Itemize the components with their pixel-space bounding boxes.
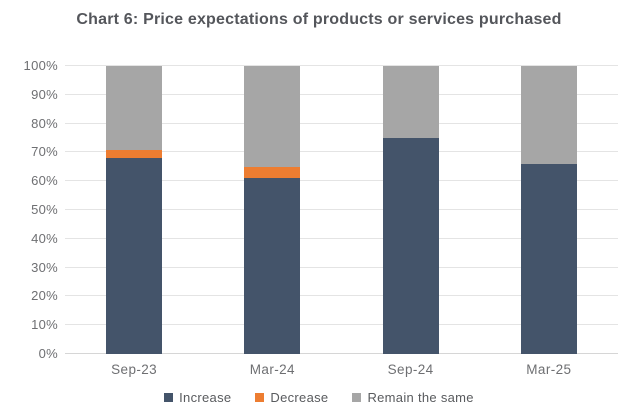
y-axis-tick-label: 80% — [31, 115, 58, 131]
bar-slot-mar-24 — [203, 66, 341, 354]
y-axis-tick-label: 50% — [31, 202, 58, 217]
stacked-bar-mar-25 — [520, 66, 577, 354]
gridline-10% — [65, 324, 618, 326]
stacked-bar-sep-23 — [106, 66, 163, 354]
legend-swatch-icon — [255, 393, 265, 402]
bar-slot-sep-24 — [342, 66, 480, 354]
gridline-40% — [65, 237, 618, 239]
segment-increase — [106, 158, 163, 354]
gridline-50% — [65, 209, 618, 210]
gridline-0% — [65, 353, 618, 354]
legend-swatch-icon — [352, 393, 362, 402]
legend-item-increase: Increase — [164, 390, 231, 405]
gridline-60% — [65, 180, 618, 182]
gridline-100% — [65, 65, 618, 66]
x-axis-tick-label: Sep-23 — [111, 362, 158, 377]
gridline-80% — [65, 122, 618, 124]
segment-increase — [520, 163, 577, 354]
segment-increase — [382, 138, 439, 354]
x-axis-tick-label: Sep-24 — [387, 362, 434, 377]
x-axis: Sep-23 Mar-24 Sep-24 Mar-25 — [65, 362, 618, 377]
y-axis-tick-label: 100% — [23, 58, 58, 73]
gridline-70% — [65, 151, 618, 153]
segment-remain-the-same — [106, 66, 163, 150]
segment-remain-the-same — [520, 66, 577, 164]
segment-remain-the-same — [244, 66, 301, 167]
y-axis-tick-label: 90% — [31, 86, 58, 102]
legend-swatch-icon — [164, 393, 174, 402]
segment-increase — [244, 178, 301, 354]
plot-area — [65, 65, 618, 354]
gridline-30% — [65, 266, 618, 268]
gridline-90% — [65, 93, 618, 95]
y-axis-tick-label: 10% — [31, 317, 58, 333]
x-axis-tick-label: Mar-24 — [249, 362, 295, 377]
legend-item-decrease: Decrease — [255, 390, 328, 405]
legend-label: Remain the same — [367, 390, 474, 405]
y-axis-tick-label: 20% — [31, 288, 58, 304]
legend-label: Increase — [179, 390, 232, 405]
stacked-bar-mar-24 — [244, 66, 301, 354]
bar-slot-mar-25 — [480, 66, 618, 354]
y-axis-tick-label: 0% — [38, 346, 58, 361]
y-axis-tick-label: 30% — [31, 259, 58, 275]
legend-label: Decrease — [270, 390, 329, 405]
chart-title: Chart 6: Price expectations of products … — [76, 11, 562, 28]
bar-slot-sep-23 — [65, 66, 203, 354]
segment-remain-the-same — [382, 66, 439, 138]
segment-decrease — [244, 166, 301, 179]
chart-legend: Increase Decrease Remain the same — [0, 390, 638, 405]
y-axis-tick-label: 40% — [31, 230, 58, 246]
y-axis-tick-label: 60% — [31, 173, 58, 189]
y-axis: 0% 10% 20% 30% 40% 50% 60% 70% 80% 90% 100% — [0, 58, 58, 361]
x-axis-tick-label: Mar-25 — [526, 362, 572, 377]
legend-item-remain-the-same: Remain the same — [352, 390, 474, 405]
stacked-bar-sep-24 — [382, 66, 439, 354]
gridline-20% — [65, 295, 618, 297]
y-axis-tick-label: 70% — [31, 144, 58, 160]
segment-decrease — [106, 149, 163, 159]
